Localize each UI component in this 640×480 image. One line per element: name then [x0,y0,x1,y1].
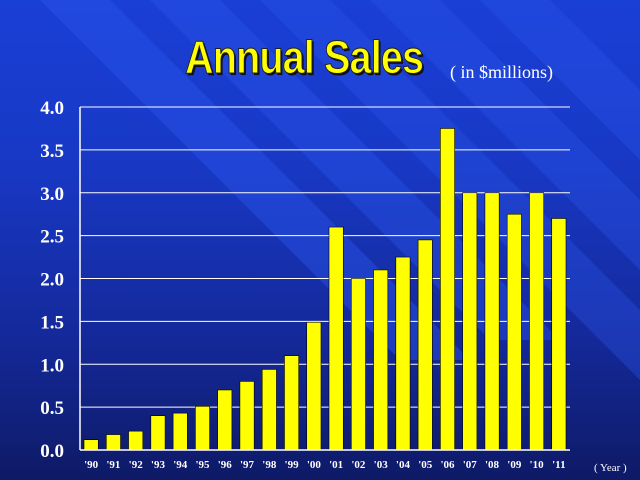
x-tick-label: '92 [129,459,144,471]
x-tick-label: '94 [173,459,188,471]
bar-99 [284,355,300,451]
bar-11 [551,218,567,451]
bar-08 [484,192,500,451]
x-tick-label: '98 [262,459,277,471]
bar-98 [261,369,277,451]
y-tick-label: 3.0 [40,184,64,205]
x-tick-labels: '90 '91 '92 '93 '94 '95 '96 '97 '98 '99 '00 '01 '02 '… [84,459,565,471]
bars [83,128,567,451]
x-axis-label: ( Year ) [594,462,627,474]
x-tick-label: '09 [507,459,522,471]
x-tick-label: '99 [285,459,300,471]
x-tick-label: '10 [530,459,545,471]
y-tick-label: 1.0 [40,355,64,376]
x-tick-label: '91 [106,459,120,471]
x-tick-label: '03 [374,459,389,471]
x-tick-label: '95 [195,459,210,471]
x-tick-label: '90 [84,459,99,471]
x-tick-label: '07 [463,459,478,471]
bar-09 [506,213,522,451]
x-tick-label: '06 [440,459,455,471]
axes [79,107,570,451]
x-tick-label: '02 [351,459,366,471]
bar-97 [239,381,255,451]
bar-07 [462,192,478,451]
x-tick-label: '01 [329,459,343,471]
chart-subtitle: ( in $millions) [450,62,553,82]
bar-06 [440,128,455,451]
x-tick-label: '00 [307,459,322,471]
bar-05 [417,239,433,451]
x-tick-label: '96 [218,459,233,471]
x-tick-label: '08 [485,459,500,471]
y-tick-label: 3.5 [40,141,64,162]
x-tick-label: '97 [240,459,255,471]
y-tick-label: 2.0 [40,270,64,291]
y-tick-label: 2.5 [40,227,64,248]
bar-91 [105,434,121,451]
bar-95 [195,405,210,451]
bar-90 [83,439,99,451]
bar-02 [350,278,366,451]
bar-03 [373,269,389,451]
y-tick-label: 0.5 [40,398,64,419]
bar-93 [150,415,166,451]
y-tick-label: 0.0 [40,441,64,462]
bar-92 [128,430,144,451]
bar-04 [395,256,411,451]
x-tick-label: '93 [151,459,166,471]
bar-00 [306,321,322,451]
bar-96 [217,389,233,451]
bar-01 [328,226,344,451]
y-tick-label: 4.0 [40,98,64,119]
chart-title: Annual Sales [185,31,425,84]
x-tick-label: '05 [418,459,433,471]
x-tick-label: '11 [552,459,565,471]
x-tick-label: '04 [396,459,411,471]
bar-94 [172,412,188,451]
y-tick-labels: 0.0 0.5 1.0 1.5 2.0 2.5 3.0 3.5 4.0 [40,98,64,462]
bar-10 [529,192,545,451]
y-tick-label: 1.5 [40,312,64,333]
